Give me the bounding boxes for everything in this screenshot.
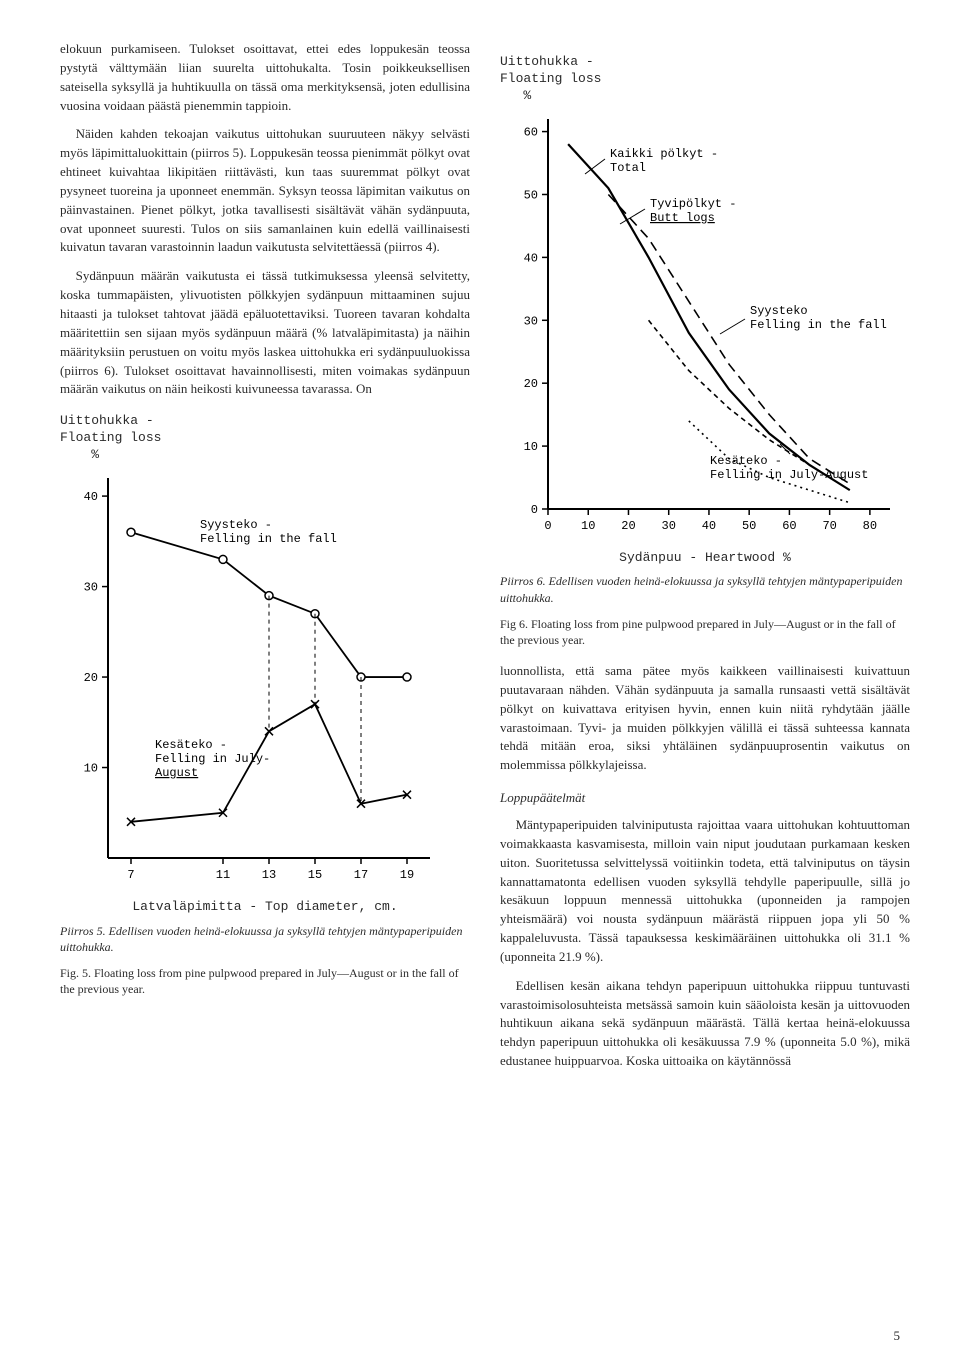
svg-text:40: 40 <box>702 519 716 533</box>
figure-6: Uittohukka - Floating loss % 0 10 20 30 40 50… <box>500 54 910 648</box>
page-columns: elokuun purkamiseen. Tulokset osoittavat… <box>60 40 910 1081</box>
svg-text:13: 13 <box>262 868 276 882</box>
chart5-ytitle-l2: Floating loss <box>60 430 161 445</box>
svg-text:Total: Total <box>610 161 646 175</box>
chart5-svg: 1020304071113151719Syysteko -Felling in … <box>60 468 440 888</box>
chart6-ylabel-symbol: % <box>523 88 531 103</box>
svg-text:40: 40 <box>84 490 98 504</box>
svg-text:Butt logs: Butt logs <box>650 211 715 225</box>
chart5-ytitle: Uittohukka - Floating loss % <box>60 413 470 464</box>
svg-text:30: 30 <box>84 580 98 594</box>
svg-text:30: 30 <box>524 314 538 328</box>
svg-text:0: 0 <box>531 503 538 517</box>
chart5-caption-en: Fig. 5. Floating loss from pine pulpwood… <box>60 965 470 997</box>
left-column: elokuun purkamiseen. Tulokset osoittavat… <box>60 40 470 1081</box>
svg-text:20: 20 <box>84 671 98 685</box>
chart5-ylabel-symbol: % <box>91 447 99 462</box>
svg-text:50: 50 <box>524 188 538 202</box>
para-left-1: elokuun purkamiseen. Tulokset osoittavat… <box>60 40 470 115</box>
svg-text:80: 80 <box>863 519 877 533</box>
chart6-ytitle-l1: Uittohukka - <box>500 54 594 69</box>
svg-text:60: 60 <box>782 519 796 533</box>
para-right-3: Edellisen kesän aikana tehdyn paperipuun… <box>500 977 910 1071</box>
chart6-caption-fi: Piirros 6. Edellisen vuoden heinä-elokuu… <box>500 573 910 605</box>
chart5-caption-fi: Piirros 5. Edellisen vuoden heinä-elokuu… <box>60 923 470 955</box>
svg-text:Syysteko: Syysteko <box>750 304 808 318</box>
svg-text:7: 7 <box>127 868 134 882</box>
chart5-xlabel: Latvaläpimitta - Top diameter, cm. <box>60 898 470 917</box>
svg-text:30: 30 <box>662 519 676 533</box>
svg-text:40: 40 <box>524 251 538 265</box>
svg-text:15: 15 <box>308 868 322 882</box>
svg-text:0: 0 <box>544 519 551 533</box>
svg-text:Kesäteko -: Kesäteko - <box>155 738 227 752</box>
svg-text:70: 70 <box>822 519 836 533</box>
page-number: 5 <box>894 1327 901 1346</box>
chart6-ytitle-l2: Floating loss <box>500 71 601 86</box>
svg-text:August: August <box>155 766 198 780</box>
svg-text:Felling in July-August: Felling in July-August <box>710 468 868 482</box>
heading-loppu: Loppupäätelmät <box>500 789 910 808</box>
svg-text:17: 17 <box>354 868 368 882</box>
svg-text:60: 60 <box>524 125 538 139</box>
right-column: Uittohukka - Floating loss % 0 10 20 30 40 50… <box>500 40 910 1081</box>
chart6-caption-en: Fig 6. Floating loss from pine pulpwood … <box>500 616 910 648</box>
para-left-3: Sydänpuun määrän vaikutusta ei tässä tut… <box>60 267 470 399</box>
svg-text:Felling in the fall: Felling in the fall <box>200 532 337 546</box>
svg-text:Felling in the fall: Felling in the fall <box>750 318 887 332</box>
para-left-2: Näiden kahden tekoajan vaikutus uittohuk… <box>60 125 470 257</box>
chart6-svg: 0 10 20 30 40 50 60 0 10 20 30 40 50 60 70 80 Kaikki pöl… <box>500 109 900 539</box>
svg-text:20: 20 <box>524 377 538 391</box>
para-right-2: Mäntypaperipuiden talviniputusta rajoitt… <box>500 816 910 967</box>
chart5-ytitle-l1: Uittohukka - <box>60 413 154 428</box>
svg-text:Tyvipölkyt -: Tyvipölkyt - <box>650 197 736 211</box>
svg-text:Kesäteko -: Kesäteko - <box>710 454 782 468</box>
para-right-1: luonnollista, että sama pätee myös kaikk… <box>500 662 910 775</box>
svg-text:50: 50 <box>742 519 756 533</box>
svg-text:Syysteko -: Syysteko - <box>200 518 272 532</box>
chart6-ytitle: Uittohukka - Floating loss % <box>500 54 910 105</box>
figure-5: Uittohukka - Floating loss % 10 20 30 40 7 11… <box>60 413 470 997</box>
svg-text:10: 10 <box>84 761 98 775</box>
svg-text:19: 19 <box>400 868 414 882</box>
chart6-xlabel: Sydänpuu - Heartwood % <box>500 549 910 568</box>
svg-text:Kaikki pölkyt -: Kaikki pölkyt - <box>610 147 718 161</box>
svg-text:11: 11 <box>216 868 230 882</box>
svg-text:20: 20 <box>621 519 635 533</box>
svg-text:10: 10 <box>581 519 595 533</box>
svg-text:Felling in July-: Felling in July- <box>155 752 270 766</box>
svg-text:10: 10 <box>524 440 538 454</box>
